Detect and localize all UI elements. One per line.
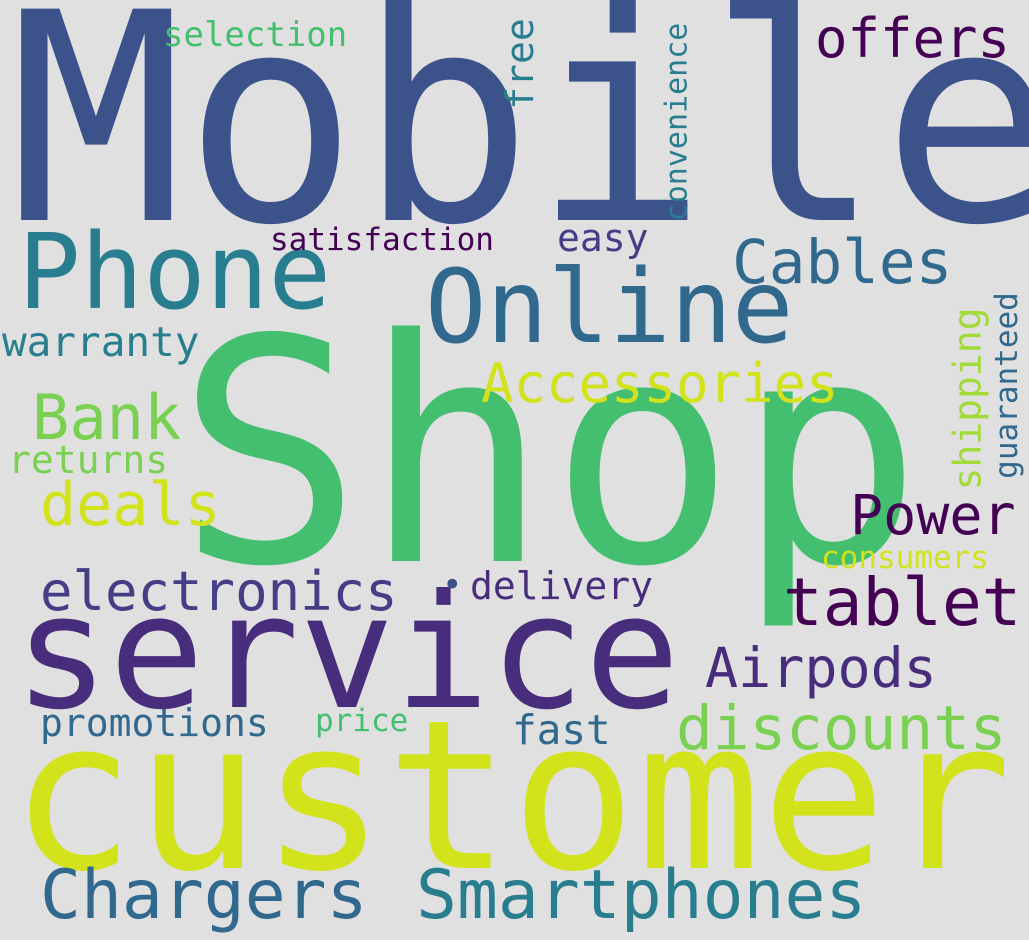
word-accessories: Accessories — [481, 352, 839, 415]
word-fast: fast — [512, 706, 611, 754]
word-convenience: convenience — [659, 22, 695, 222]
word-service: service — [14, 561, 680, 745]
word-bullet: • — [442, 565, 463, 605]
word-free: free — [497, 18, 542, 110]
word-power: Power — [850, 483, 1016, 547]
word-electronics: electronics — [40, 560, 398, 623]
word-tablet: tablet — [783, 564, 1022, 641]
word-promotions: promotions — [40, 701, 269, 745]
word-guaranteed: guaranteed — [988, 292, 1025, 479]
word-mobile: Mobile — [9, 0, 1029, 289]
word-selection: selection — [163, 15, 348, 55]
word-discounts: discounts — [676, 693, 1007, 764]
word-returns: returns — [8, 438, 169, 482]
word-satisfaction: satisfaction — [270, 222, 494, 258]
word-chargers: Chargers — [40, 856, 368, 935]
word-deals: deals — [40, 470, 221, 540]
word-smartphones: Smartphones — [416, 856, 867, 935]
word-warranty: warranty — [2, 318, 200, 366]
word-phone: Phone — [18, 211, 332, 333]
word-shipping: shipping — [945, 307, 990, 491]
word-easy: easy — [557, 216, 649, 260]
word-cables: Cables — [732, 227, 953, 298]
word-airpods: Airpods — [705, 636, 937, 700]
word-online: Online — [425, 248, 794, 367]
word-offers: offers — [815, 7, 1011, 70]
word-price: price — [315, 703, 409, 739]
word-bank: Bank — [32, 381, 182, 454]
word-delivery: delivery — [470, 564, 654, 608]
word-consumers: consumers — [821, 540, 989, 576]
word-shop: Shop — [176, 274, 923, 635]
word-customer: customer — [10, 676, 1012, 918]
